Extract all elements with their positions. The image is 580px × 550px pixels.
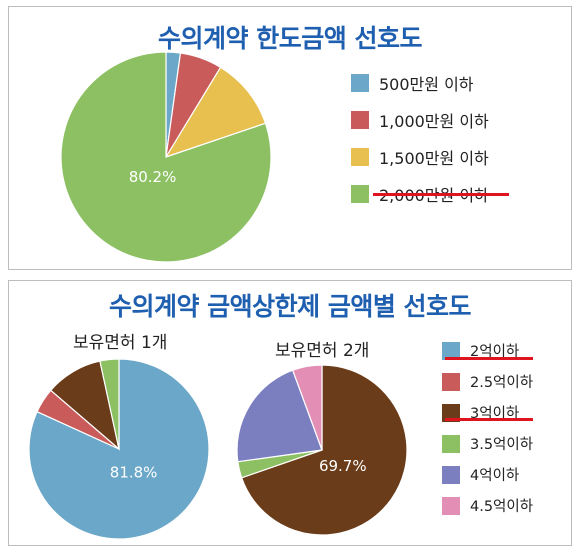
legend-swatch — [351, 111, 369, 129]
pie-chart-license-1: 81.8% — [28, 358, 210, 540]
pie-subtitle-license-1: 보유면허 1개 — [73, 333, 168, 353]
legend-item: 3.5억이하 — [442, 433, 533, 454]
data-label: 80.2% — [129, 168, 177, 186]
legend-swatch — [442, 341, 460, 360]
legend-swatch — [442, 403, 460, 422]
pie-slice-3 — [240, 364, 408, 536]
legend-label: 2억이하 — [470, 344, 520, 360]
data-label: 69.7% — [319, 457, 367, 475]
pie-slice-4 — [60, 51, 272, 263]
legend-limit-preference: 500만원 이하1,000만원 이하1,500만원 이하2,000만원 이하 — [351, 71, 551, 211]
pie-slice-4 — [99, 358, 120, 450]
legend-label: 500만원 이하 — [379, 75, 474, 94]
legend-item: 4억이하 — [442, 464, 519, 485]
chart-title: 수의계약 금액상한제 금액별 선호도 — [108, 292, 472, 321]
legend-swatch — [442, 372, 460, 391]
legend-item: 1,000만원 이하 — [351, 108, 489, 132]
legend-swatch — [442, 465, 460, 484]
chart-title: 수의계약 한도금액 선호도 — [158, 24, 422, 53]
legend-label: 1,500만원 이하 — [379, 149, 489, 168]
legend-swatch — [351, 185, 369, 203]
highlight-underline — [373, 193, 509, 196]
pie-slice-3 — [164, 66, 267, 159]
legend-swatch — [442, 496, 460, 515]
legend-item: 4.5억이하 — [442, 495, 533, 516]
legend-cap-preference: 2억이하 2.5억이하 3억이하 3.5억이하 4억이하 4.5억이하 — [442, 340, 562, 540]
pie-slice-6 — [291, 364, 323, 451]
pie-chart-license-2: 69.7% — [236, 364, 408, 536]
highlight-underline — [445, 357, 533, 360]
legend-item: 500만원 이하 — [351, 71, 474, 95]
legend-item: 1,500만원 이하 — [351, 145, 489, 169]
legend-label: 2.5억이하 — [470, 375, 534, 391]
legend-label: 3.5억이하 — [470, 437, 534, 453]
pie-subtitle-license-2: 보유면허 2개 — [275, 341, 370, 361]
data-label: 81.8% — [110, 464, 158, 482]
legend-swatch — [442, 434, 460, 453]
chart-panel-limit-preference: 수의계약 한도금액 선호도 80.2% 500만원 이하 1,000만원 이하 1,… — [8, 6, 572, 270]
legend-swatch — [351, 148, 369, 166]
legend-label: 4.5억이하 — [470, 499, 534, 515]
highlight-underline — [445, 418, 533, 421]
legend-item: 2.5억이하 — [442, 371, 533, 392]
chart-panel-cap-preference: 수의계약 금액상한제 금액별 선호도 보유면허 1개 보유면허 2개 81.8%… — [8, 280, 572, 546]
pie-chart-limit-preference: 80.2% — [60, 51, 272, 263]
legend-item: 2억이하 — [442, 340, 519, 361]
legend-label: 1,000만원 이하 — [379, 112, 489, 131]
legend-label: 4억이하 — [470, 468, 520, 484]
legend-swatch — [351, 74, 369, 92]
